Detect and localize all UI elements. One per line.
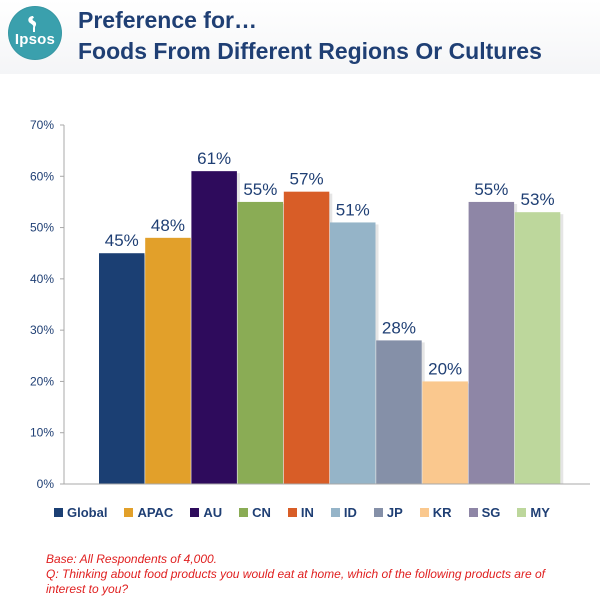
legend: Global APAC AU CN IN ID JP KR SG MY <box>54 502 594 522</box>
legend-item-au: AU <box>190 505 222 520</box>
legend-swatch <box>419 507 429 517</box>
bar-value-label: 48% <box>151 216 185 235</box>
y-tick-label: 40% <box>30 272 54 286</box>
page-title-line-2: Foods From Different Regions Or Cultures <box>78 38 542 64</box>
logo-text: Ipsos <box>14 31 56 48</box>
y-tick-label: 20% <box>30 374 54 388</box>
legend-item-kr: KR <box>419 504 452 520</box>
legend-label: IN <box>300 504 314 520</box>
legend-label: CN <box>252 504 271 520</box>
legend-swatch <box>468 507 478 517</box>
bar-value-label: 28% <box>382 318 416 337</box>
legend-item-cn: CN <box>239 505 271 520</box>
legend-item-my: MY <box>517 505 550 520</box>
bar-kr <box>422 381 468 484</box>
bar-value-label: 45% <box>105 231 139 250</box>
y-tick-label: 50% <box>30 221 54 235</box>
legend-item-apac: APAC <box>124 505 173 520</box>
y-axis-labels: 0% 10% 20% 30% 40% 50% 60% 70% <box>30 118 54 491</box>
bars <box>99 171 564 484</box>
legend-label: Global <box>67 504 108 520</box>
legend-swatch <box>54 507 63 517</box>
page-title-line-1: Preference for… <box>78 7 257 33</box>
footnote-base: Base: All Respondents of 4,000. <box>46 552 217 566</box>
legend-swatch <box>517 507 527 517</box>
legend-swatch <box>330 507 340 517</box>
y-axis-ticks <box>60 124 64 485</box>
bar-apac <box>145 237 191 484</box>
bar-jp <box>376 340 422 484</box>
bar-sg <box>468 201 515 484</box>
ipsos-logo-mark-icon <box>28 16 37 32</box>
y-tick-label: 0% <box>37 477 55 491</box>
bar-labels: 45% 48% 61% 55% 57% 51% 28% 20% 55% 53% <box>105 149 555 378</box>
header-bar <box>0 0 600 74</box>
legend-label: SG <box>481 504 501 520</box>
y-tick-label: 10% <box>30 426 54 440</box>
legend-item-id: ID <box>330 504 357 520</box>
legend-label: KR <box>432 504 452 520</box>
bar-global <box>99 253 145 484</box>
y-tick-label: 70% <box>30 118 54 132</box>
bar-au <box>191 171 237 484</box>
bar-value-label: 53% <box>521 190 555 209</box>
legend-item-jp: JP <box>373 504 403 520</box>
legend-item-in: IN <box>287 504 314 520</box>
bar-value-label: 55% <box>243 180 277 199</box>
legend-label: AU <box>203 504 223 520</box>
ipsos-logo: Ipsos <box>8 6 62 60</box>
legend-label: APAC <box>137 504 174 520</box>
bar-id <box>330 222 376 484</box>
bar-my <box>514 212 561 484</box>
y-tick-label: 30% <box>30 323 54 337</box>
y-tick-label: 60% <box>30 169 54 183</box>
legend-item-sg: SG <box>468 504 501 520</box>
bar-cn <box>237 201 284 484</box>
bar-in <box>283 191 330 484</box>
bar-chart: 0% 10% 20% 30% 40% 50% 60% 70% 45% 48% 61% 55% 57% 5… <box>30 118 590 491</box>
bar-value-label: 57% <box>290 170 324 189</box>
legend-label: ID <box>343 504 357 520</box>
legend-swatch <box>287 507 297 517</box>
legend-swatch <box>239 507 249 517</box>
legend-label: JP <box>386 504 403 520</box>
legend-swatch <box>190 507 200 517</box>
legend-item-global: Global <box>54 505 107 520</box>
legend-swatch <box>373 507 383 517</box>
bar-value-label: 20% <box>428 359 462 378</box>
legend-label: MY <box>530 504 550 520</box>
bar-value-label: 55% <box>474 180 508 199</box>
bar-value-label: 61% <box>197 149 231 168</box>
bar-value-label: 51% <box>336 200 370 219</box>
legend-swatch <box>124 507 134 517</box>
footnote-question: Q: Thinking about food products you woul… <box>46 567 545 596</box>
